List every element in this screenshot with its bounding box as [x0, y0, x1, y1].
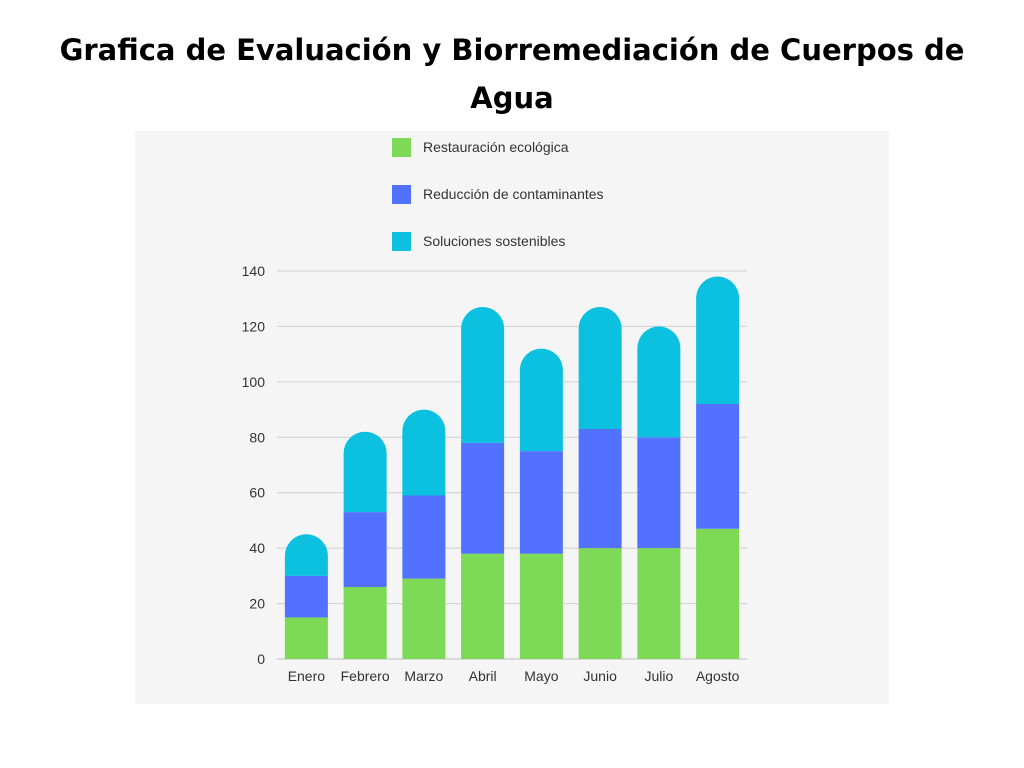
chart-panel: Restauración ecológica Reducción de conta… [135, 131, 889, 704]
bar-abril-series-2 [461, 442, 505, 554]
y-tick-label: 140 [242, 263, 266, 279]
x-tick-label: Enero [288, 668, 326, 684]
bar-abril-series-3 [461, 307, 505, 443]
x-tick-label: Mayo [524, 668, 558, 684]
bar-enero-series-1 [284, 617, 328, 659]
bar-junio-series-2 [578, 428, 622, 549]
bar-agosto-series-1 [696, 528, 740, 659]
bar-junio-series-3 [578, 307, 622, 429]
y-tick-label: 0 [257, 651, 265, 667]
bar-marzo-series-1 [402, 578, 446, 659]
legend-swatch-2 [392, 185, 411, 204]
bar-mayo-series-2 [519, 451, 563, 554]
bar-febrero-series-3 [343, 431, 387, 513]
legend-label-1: Restauración ecológica [423, 139, 569, 155]
y-tick-label: 60 [249, 485, 265, 501]
x-tick-label: Abril [469, 668, 497, 684]
x-tick-label: Febrero [341, 668, 390, 684]
bar-enero-series-2 [284, 575, 328, 618]
bar-julio-series-3 [637, 326, 681, 438]
y-tick-label: 20 [249, 596, 265, 612]
legend-label-2: Reducción de contaminantes [423, 186, 604, 202]
bar-agosto-series-3 [696, 276, 740, 405]
bar-febrero-series-2 [343, 512, 387, 587]
y-axis: 0 20 40 60 80 100 120 140 [242, 263, 266, 667]
x-tick-label: Marzo [404, 668, 443, 684]
x-tick-label: Junio [583, 668, 617, 684]
legend-swatch-1 [392, 138, 411, 157]
bar-marzo-series-3 [402, 409, 446, 496]
x-tick-label: Julio [644, 668, 673, 684]
page-title: Grafica de Evaluación y Biorremediación … [59, 33, 965, 115]
bar-enero-series-3 [284, 534, 328, 576]
bar-marzo-series-2 [402, 495, 446, 579]
bar-agosto-series-2 [696, 404, 740, 529]
bar-mayo-series-1 [519, 553, 563, 659]
y-tick-label: 120 [242, 318, 266, 334]
bar-julio-series-2 [637, 437, 681, 549]
bar-febrero-series-1 [343, 586, 387, 659]
y-tick-label: 40 [249, 540, 265, 556]
y-tick-label: 80 [249, 429, 265, 445]
x-tick-label: Agosto [696, 668, 740, 684]
bar-mayo-series-3 [519, 348, 563, 452]
y-tick-label: 100 [242, 374, 266, 390]
bar-julio-series-1 [637, 548, 681, 659]
bar-abril-series-1 [461, 553, 505, 659]
legend-swatch-3 [392, 232, 411, 251]
bar-junio-series-1 [578, 548, 622, 659]
chart-legend: Restauración ecológica Reducción de conta… [392, 138, 604, 251]
x-axis: Enero Febrero Marzo Abril Mayo Junio Julio Agos… [288, 668, 740, 684]
legend-label-3: Soluciones sostenibles [423, 233, 565, 249]
stacked-bar-chart: Restauración ecológica Reducción de conta… [242, 138, 747, 684]
chart-bars [284, 276, 740, 659]
